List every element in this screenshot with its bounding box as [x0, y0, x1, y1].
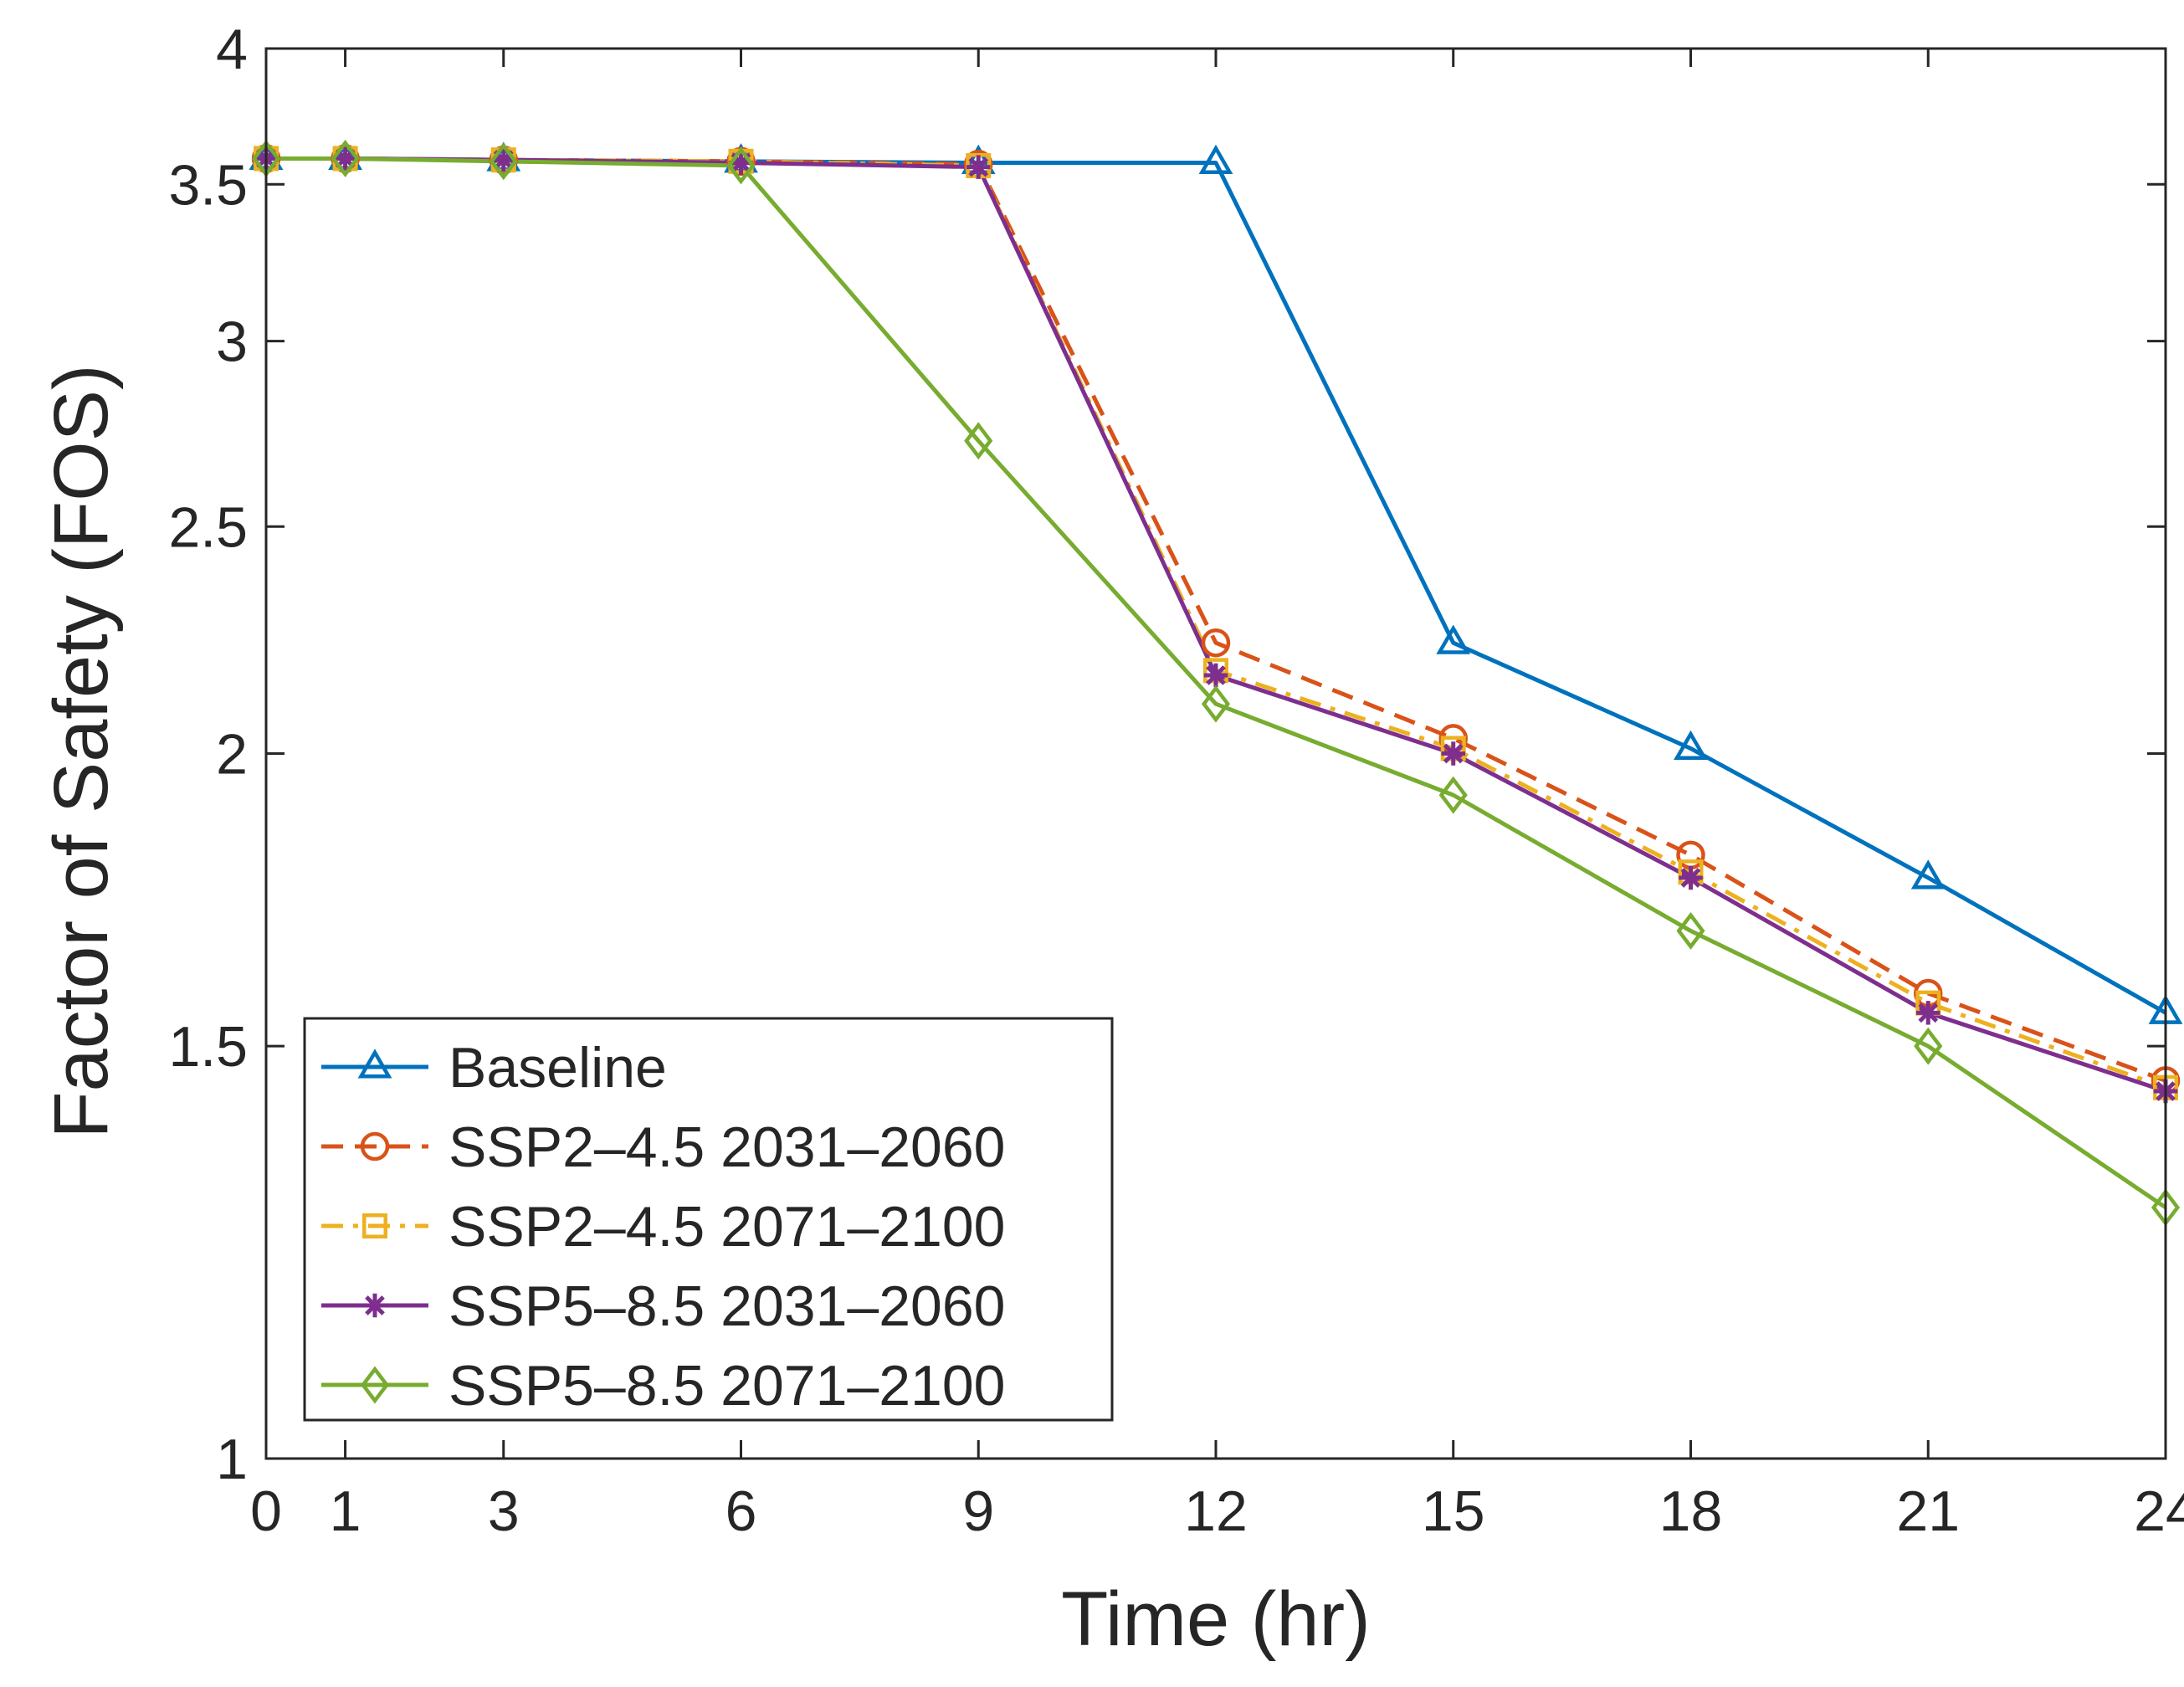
- y-tick-label: 1: [216, 1428, 248, 1491]
- series-3-point: [966, 155, 991, 179]
- x-tick-label: 15: [1422, 1479, 1485, 1543]
- legend-marker: [360, 1131, 390, 1161]
- y-tick-label: 3: [216, 310, 248, 374]
- legend-label: SSP2–4.5 2031–2060: [449, 1115, 1006, 1179]
- series-lines: [266, 156, 2167, 1210]
- series-0-point: [1198, 144, 1233, 175]
- axes: 0 1 3 6 9 12 15 18 21 24 1 1.5 2 2.5 3 3.5 4: [168, 18, 2184, 1543]
- legend-marker: [362, 1213, 387, 1238]
- series-4-point: [1914, 1027, 1943, 1065]
- series-3-point: [1203, 663, 1228, 688]
- series-0-point: [1910, 859, 1946, 890]
- x-tick-label: 3: [488, 1479, 520, 1543]
- series-3-point: [1441, 741, 1465, 766]
- series-markers: [249, 139, 2183, 1227]
- y-tick-label: 1.5: [168, 1015, 248, 1079]
- x-tick-label: 6: [725, 1479, 757, 1543]
- y-axis-title: Factor of Safety (FOS): [38, 364, 124, 1138]
- legend-label: Baseline: [449, 1036, 667, 1100]
- star-marker-core: [498, 154, 510, 166]
- star-marker-core: [972, 161, 984, 173]
- series-0-point: [1674, 730, 1708, 760]
- legend-box: [303, 1017, 1114, 1422]
- legend-label: SSP5–8.5 2031–2060: [449, 1274, 1006, 1338]
- x-tick-label: 21: [1896, 1479, 1960, 1543]
- legend-marker: [357, 1049, 392, 1079]
- star-marker-core: [1922, 1007, 1934, 1019]
- star-marker-core: [339, 152, 351, 165]
- series-3-point: [1916, 1001, 1940, 1025]
- legend-label: SSP2–4.5 2071–2100: [449, 1195, 1006, 1259]
- series-1-point: [1201, 628, 1231, 658]
- series-line-4: [266, 156, 2167, 1210]
- legend: Baseline SSP2–4.5 2031–2060 SSP2–4.5 2071–…: [303, 1017, 1114, 1422]
- series-4-point: [489, 142, 518, 181]
- series-4-point: [1438, 776, 1468, 814]
- star-marker-core: [1448, 747, 1459, 760]
- y-tick-label: 2: [216, 723, 248, 787]
- series-line-1: [266, 156, 2166, 1083]
- series-0-point: [1436, 624, 1471, 654]
- x-tick-label: 12: [1184, 1479, 1248, 1543]
- star-marker-core: [369, 1300, 381, 1311]
- legend-marker: [360, 1366, 390, 1404]
- x-axis-title: Time (hr): [1061, 1577, 1371, 1662]
- legend-label: SSP5–8.5 2071–2100: [449, 1354, 1006, 1418]
- series-4-point: [726, 146, 756, 185]
- y-tick-label: 3.5: [168, 153, 248, 217]
- series-3-point: [1679, 865, 1703, 890]
- star-marker-core: [735, 156, 747, 169]
- legend-marker: [362, 1293, 387, 1318]
- series-4-point: [331, 139, 360, 177]
- x-tick-label: 18: [1659, 1479, 1723, 1543]
- series-3-point: [333, 146, 357, 171]
- y-tick-label: 4: [216, 18, 248, 81]
- x-tick-label: 9: [962, 1479, 994, 1543]
- series-4-point: [1201, 685, 1231, 723]
- y-tick-label: 2.5: [168, 495, 248, 559]
- x-tick-label: 0: [250, 1479, 282, 1543]
- x-tick-label: 24: [2134, 1479, 2184, 1543]
- star-marker-core: [1684, 872, 1697, 884]
- series-4-point: [964, 422, 993, 460]
- star-marker-core: [1210, 669, 1222, 681]
- series-4-point: [1676, 911, 1705, 950]
- x-tick-label: 1: [330, 1479, 361, 1543]
